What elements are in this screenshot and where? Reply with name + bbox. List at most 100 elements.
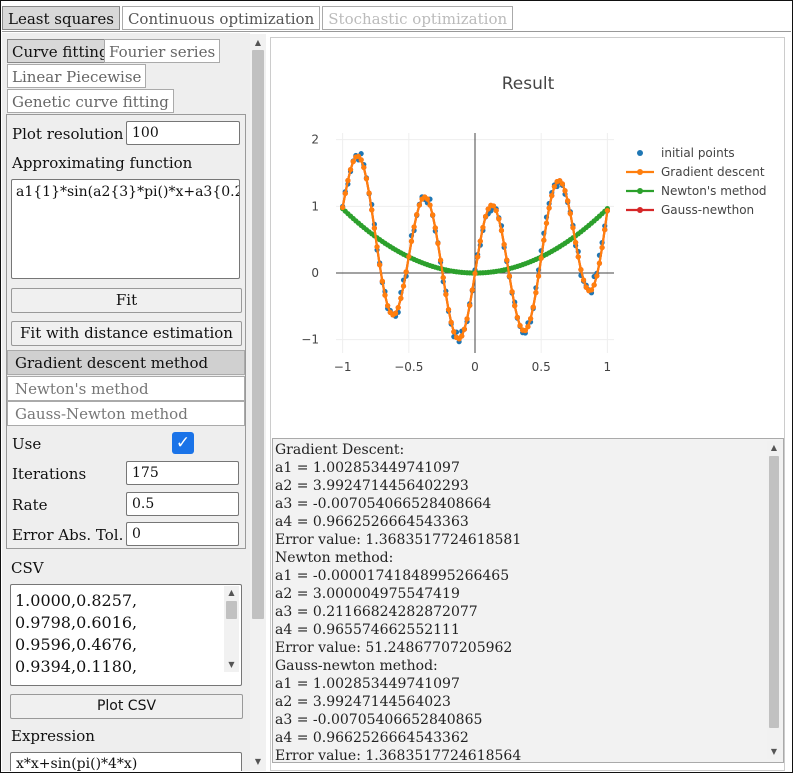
iterations-input[interactable]: 175 — [126, 461, 239, 485]
result-line: a1 = 1.002853449741097 — [275, 460, 460, 476]
fitted-point — [361, 164, 367, 171]
fitted-point — [398, 295, 404, 301]
result-line: a4 = 0.9662526664543362 — [275, 730, 469, 746]
fitted-point — [580, 277, 587, 283]
fitted-point — [514, 314, 520, 320]
fitted-point — [480, 224, 486, 231]
result-plot[interactable]: −1 −0.5 0 0.5 1 2 1 0 −1 Result initial points Gr… — [271, 38, 784, 436]
fitted-point — [565, 198, 571, 204]
x-tick-label: 0 — [471, 360, 479, 374]
fitted-point — [538, 255, 544, 261]
fitted-point — [400, 283, 407, 289]
result-line: a2 = 3.9924714456402293 — [275, 478, 469, 494]
fitted-point — [424, 196, 430, 202]
tab-stochastic-optimization[interactable]: Stochastic optimization — [322, 6, 514, 30]
use-checkbox[interactable]: ✓ — [172, 432, 194, 454]
fitted-point — [342, 190, 348, 197]
fitted-point — [385, 303, 391, 309]
chevron-down-icon[interactable]: ▼ — [228, 660, 235, 669]
chevron-down-icon[interactable]: ▼ — [254, 757, 262, 766]
fitted-point — [472, 270, 478, 277]
left-panel: Curve fitting Fourier series Linear Piec… — [2, 33, 250, 771]
fitted-point — [395, 304, 401, 311]
rate-input[interactable]: 0.5 — [126, 492, 239, 516]
csv-label: CSV — [11, 559, 44, 577]
plot-resolution-label: Plot resolution — [12, 125, 124, 143]
fitted-point — [347, 166, 354, 173]
result-line: Newton method: — [275, 550, 394, 566]
curve-fitting-panel — [6, 114, 246, 549]
approximating-function-input[interactable]: a1{1}*sin(a2{3}*pi()*x+a3{0.2})+a4{1}*x*… — [11, 179, 240, 279]
result-line: Gauss-newton method: — [275, 658, 438, 674]
error-tolerance-input[interactable]: 0 — [126, 522, 239, 546]
fitted-point — [562, 188, 568, 194]
fitted-point — [578, 267, 584, 273]
newtons-method-header[interactable]: Newton's method — [7, 376, 245, 401]
fitted-point — [475, 254, 481, 260]
fitted-point — [528, 316, 534, 322]
fitted-point — [604, 208, 610, 214]
y-tick-label: −1 — [301, 333, 319, 347]
left-scroll-thumb[interactable] — [252, 50, 264, 619]
fitted-point — [445, 306, 452, 313]
result-line: a1 = 1.002853449741097 — [275, 676, 460, 692]
subtab-linear-piecewise[interactable]: Linear Piecewise — [7, 64, 147, 88]
results-scrollbar[interactable]: ▲ ▼ — [767, 441, 781, 759]
fit-with-distance-button[interactable]: Fit with distance estimation — [11, 321, 242, 346]
y-tick-label: 0 — [311, 266, 319, 280]
fit-button[interactable]: Fit — [11, 288, 242, 313]
subtab-genetic-curve-fitting[interactable]: Genetic curve fitting — [7, 89, 174, 113]
fitted-point — [345, 177, 351, 184]
legend-item: initial points — [637, 146, 735, 160]
fitted-point — [477, 238, 483, 244]
expression-label: Expression — [11, 727, 95, 745]
fitted-point — [416, 202, 422, 208]
csv-scrollbar[interactable]: ▲ ▼ — [224, 586, 239, 672]
x-tick-label: −1 — [334, 360, 352, 374]
subtab-fourier-series[interactable]: Fourier series — [104, 39, 221, 63]
fitted-point — [573, 239, 579, 246]
plot-csv-button[interactable]: Plot CSV — [10, 694, 243, 719]
fitted-point — [451, 329, 457, 335]
x-tick-label: −0.5 — [394, 360, 423, 374]
result-line: Error value: 51.24867707205962 — [275, 640, 513, 656]
chevron-up-icon[interactable]: ▲ — [254, 38, 262, 47]
chevron-up-icon[interactable]: ▲ — [770, 443, 778, 452]
tab-least-squares[interactable]: Least squares — [2, 6, 120, 30]
tab-divider — [2, 31, 791, 32]
fitted-point — [546, 205, 552, 211]
fitted-point — [350, 158, 356, 165]
fitted-point — [525, 324, 531, 330]
gradient-descent-header[interactable]: Gradient descent method — [7, 350, 245, 375]
gauss-newton-header[interactable]: Gauss-Newton method — [7, 401, 245, 426]
fitted-point — [512, 303, 518, 309]
fitted-point — [432, 225, 438, 231]
fitted-point — [591, 282, 597, 288]
results-scroll-thumb[interactable] — [769, 456, 779, 728]
series-gradient-descent — [340, 153, 610, 342]
csv-input[interactable]: 1.0000,0.8257, 0.9798,0.6016, 0.9596,0.4… — [10, 584, 242, 686]
tab-continuous-optimization[interactable]: Continuous optimization — [121, 6, 321, 30]
fitted-point — [543, 220, 550, 226]
use-label: Use — [12, 435, 42, 453]
chevron-up-icon[interactable]: ▲ — [228, 588, 235, 597]
fitted-point — [366, 190, 372, 196]
legend-item: Gauss-newthon — [626, 203, 754, 217]
fitted-point — [522, 327, 528, 334]
csv-scroll-thumb[interactable] — [226, 601, 237, 619]
fitted-point — [411, 224, 417, 230]
x-tick-label: 0.5 — [532, 360, 551, 374]
fitted-point — [559, 181, 565, 187]
plot-resolution-input[interactable]: 100 — [126, 121, 240, 145]
left-panel-scrollbar[interactable]: ▲ ▼ — [250, 34, 266, 771]
chevron-down-icon[interactable]: ▼ — [770, 747, 778, 756]
fitted-point — [448, 319, 454, 325]
expression-input[interactable]: x*x+sin(pi()*4*x) — [10, 752, 242, 771]
fitted-point — [594, 273, 600, 279]
fitted-point — [406, 253, 412, 260]
result-line: a2 = 3.99247144564023 — [275, 694, 451, 710]
subtab-curve-fitting[interactable]: Curve fitting — [7, 39, 114, 63]
result-line: a3 = -0.007054066528408664 — [275, 496, 492, 512]
fitted-point — [408, 238, 415, 244]
result-line: Error value: 1.3683517724618564 — [275, 748, 522, 763]
